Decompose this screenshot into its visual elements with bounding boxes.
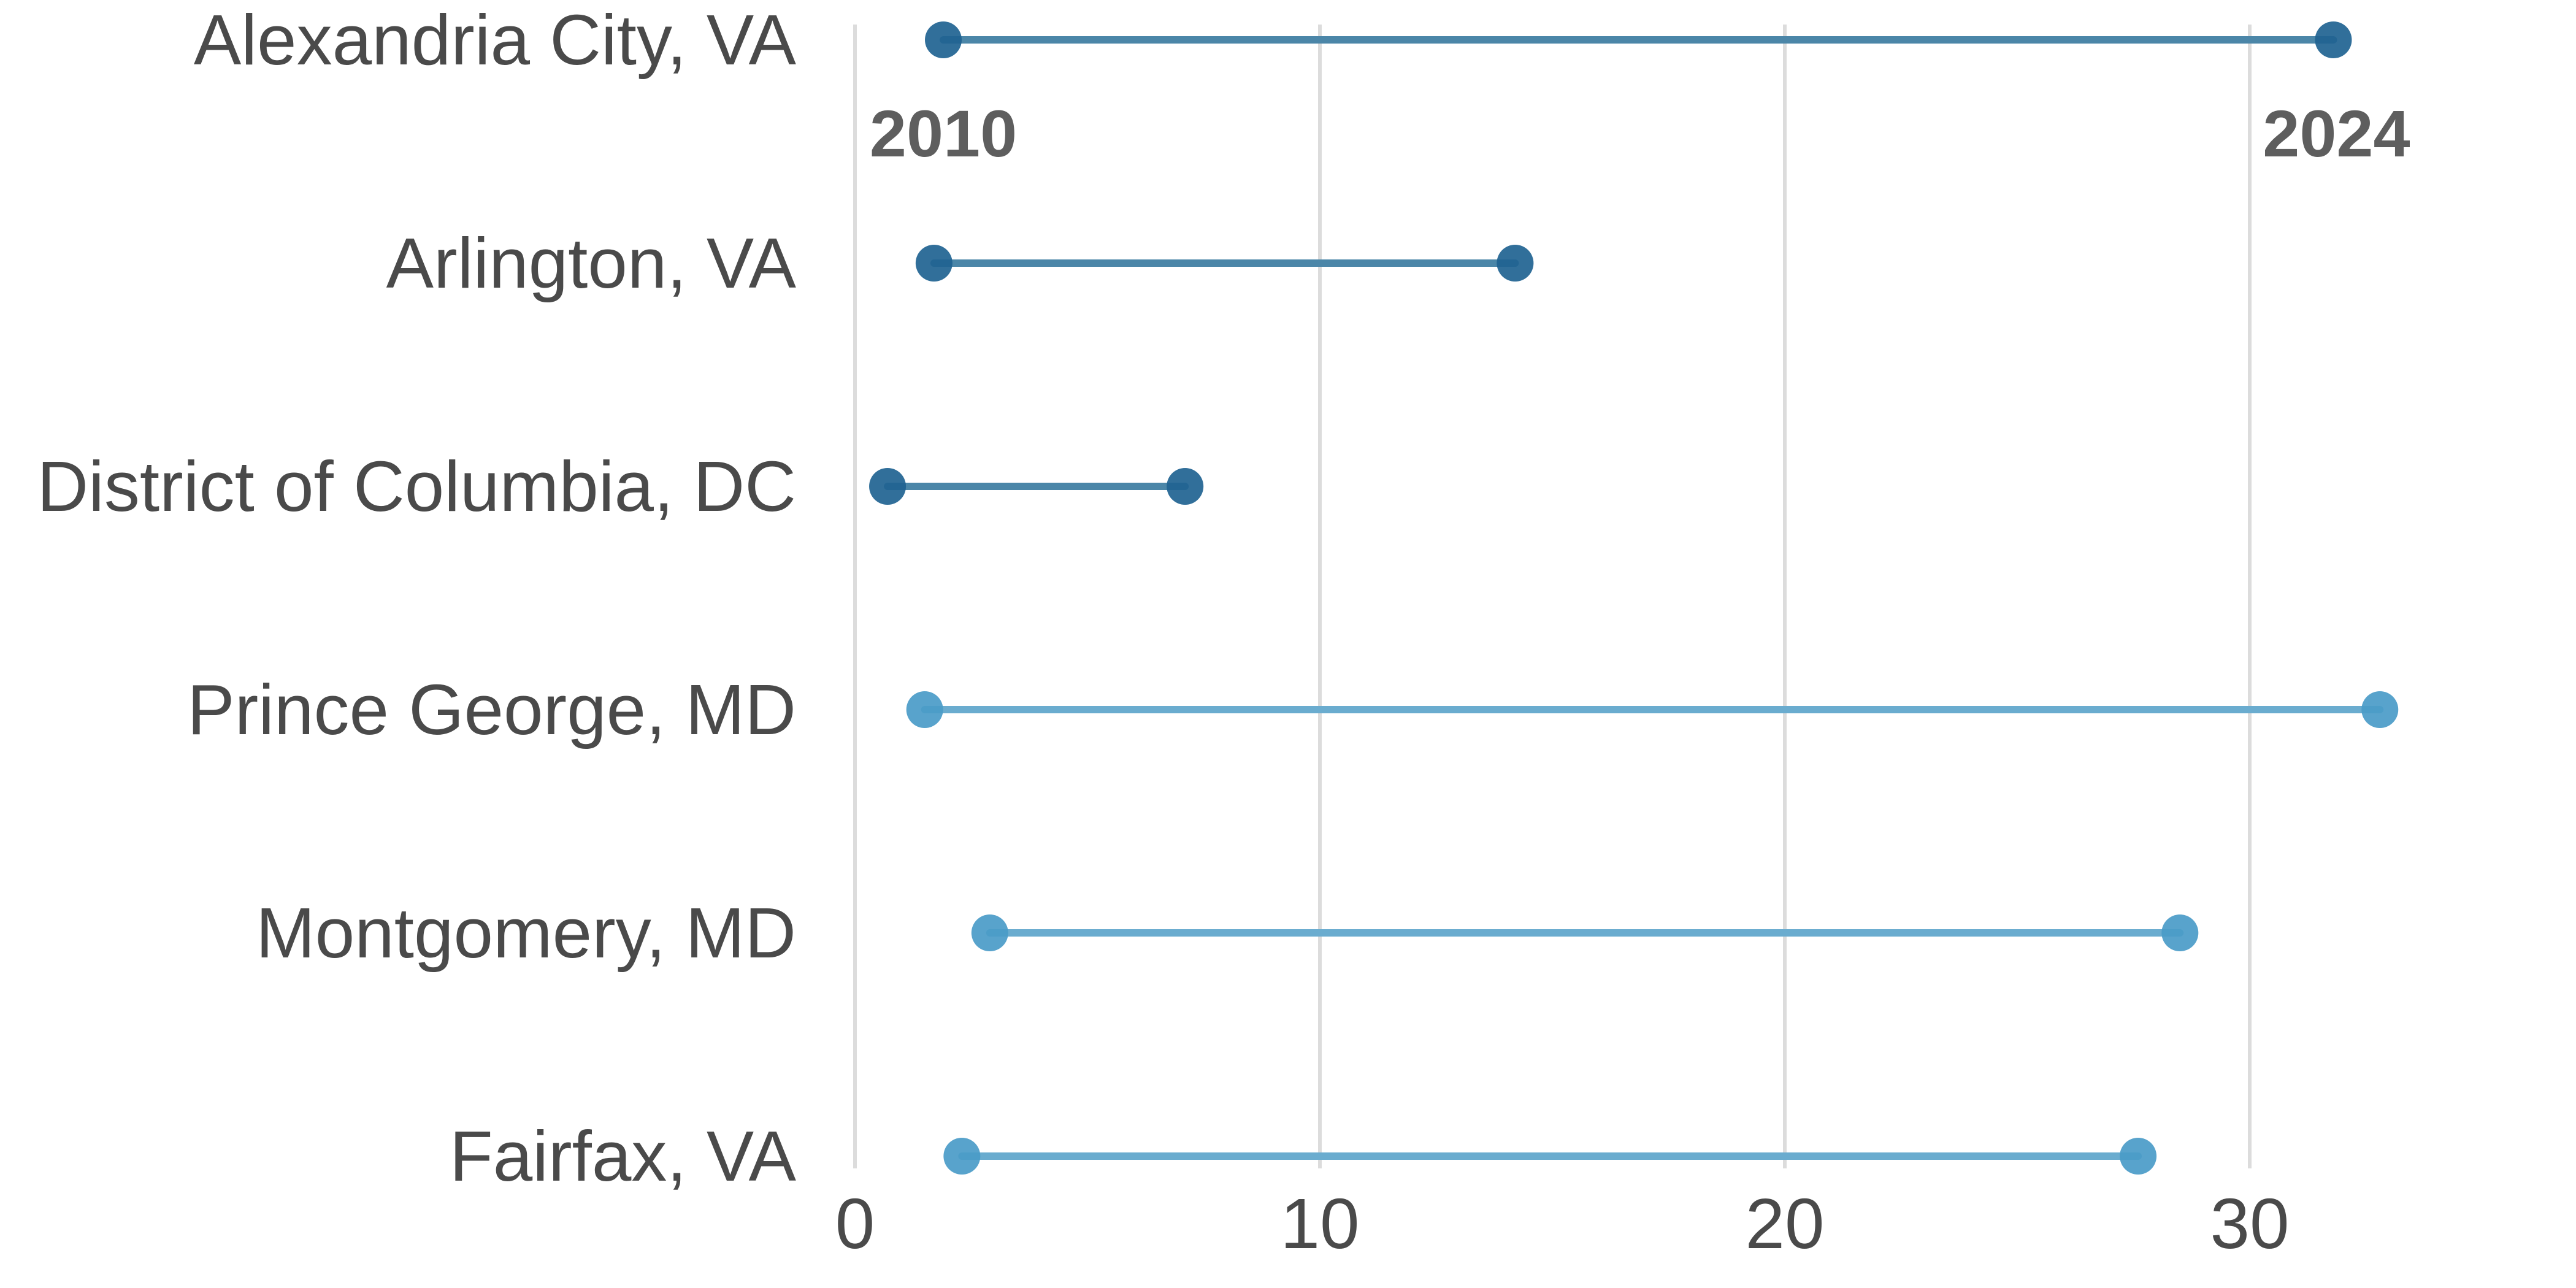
- category-labels: Alexandria City, VA Arlington, VA District…: [37, 0, 796, 1196]
- point-2010: [971, 914, 1008, 951]
- gridlines: [853, 25, 2252, 1168]
- point-2010: [906, 691, 943, 728]
- category-label: Montgomery, MD: [256, 893, 796, 973]
- category-label: Fairfax, VA: [450, 1116, 797, 1196]
- point-2010: [869, 468, 907, 505]
- annotation-end-year: 2024: [2263, 96, 2410, 171]
- point-2024: [2161, 914, 2199, 951]
- point-2024: [2361, 691, 2399, 728]
- point-2024: [2120, 1138, 2157, 1175]
- x-tick-label: 30: [2210, 1184, 2289, 1263]
- category-label: Prince George, MD: [187, 670, 796, 749]
- annotations: 2010 2024: [870, 96, 2410, 171]
- category-label: District of Columbia, DC: [37, 447, 796, 526]
- annotation-start-year: 2010: [870, 96, 1017, 171]
- point-2010: [943, 1138, 981, 1175]
- x-tick-label: 0: [835, 1184, 875, 1263]
- category-label: Arlington, VA: [386, 223, 797, 303]
- point-2024: [1497, 245, 1534, 282]
- x-tick-label: 10: [1280, 1184, 1359, 1263]
- x-tick-label: 20: [1745, 1184, 1824, 1263]
- point-2010: [915, 245, 953, 282]
- point-2024: [2315, 21, 2352, 58]
- point-2024: [1167, 468, 1204, 505]
- segments: [884, 36, 2384, 1160]
- points: [869, 21, 2399, 1175]
- category-label: Alexandria City, VA: [194, 0, 797, 80]
- point-2010: [925, 21, 962, 58]
- x-tick-labels: 0 10 20 30: [835, 1184, 2290, 1263]
